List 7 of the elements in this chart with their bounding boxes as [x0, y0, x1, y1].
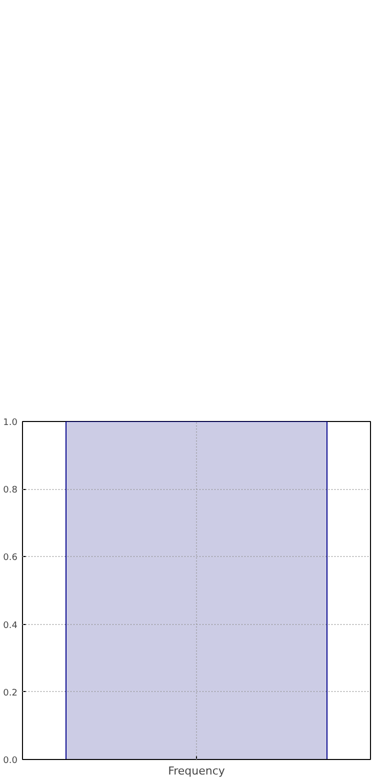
y-tick-label: 0.8: [3, 486, 18, 496]
x-axis-title: Frequency: [168, 764, 226, 778]
y-tick-label: 0.4: [3, 620, 18, 631]
y-tick-label: 0.2: [3, 688, 18, 698]
y-tick-label: 0.0: [3, 756, 18, 766]
y-tick-label: 0.6: [3, 553, 18, 564]
y-tick-label: 1.0: [3, 418, 18, 428]
